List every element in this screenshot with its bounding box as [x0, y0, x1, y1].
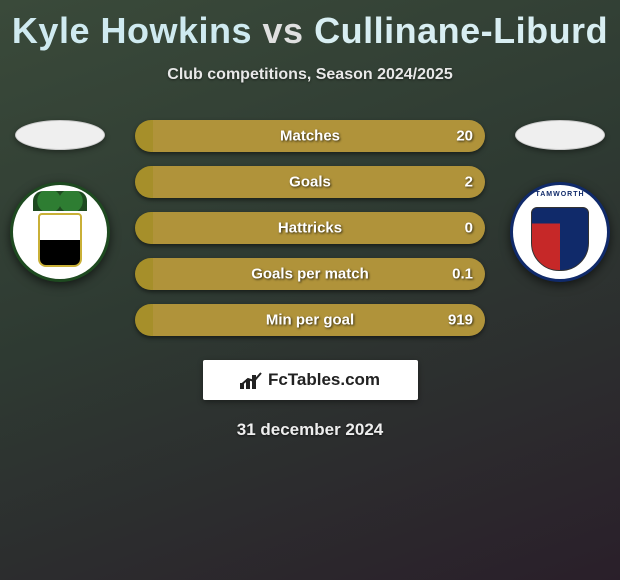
- stat-seg-left: [135, 258, 153, 290]
- stat-label: Matches: [280, 128, 340, 145]
- stat-value-right: 2: [465, 174, 473, 191]
- stat-seg-left: [135, 120, 153, 152]
- player1-club-crest-icon: [10, 182, 110, 282]
- player1-flag-icon: [15, 120, 105, 150]
- stat-seg-left: [135, 304, 153, 336]
- player1-name: Kyle Howkins: [12, 10, 252, 51]
- stat-value-right: 0.1: [452, 266, 473, 283]
- brand-box: FcTables.com: [203, 360, 418, 400]
- player2-name: Cullinane-Liburd: [314, 10, 608, 51]
- date-label: 31 december 2024: [0, 420, 620, 440]
- stat-label: Hattricks: [278, 220, 342, 237]
- stat-row: Matches 20: [135, 120, 485, 152]
- stat-label: Goals: [289, 174, 331, 191]
- stat-label: Min per goal: [266, 312, 354, 329]
- player2-badge-wrap: [510, 120, 610, 282]
- stat-row: Goals per match 0.1: [135, 258, 485, 290]
- stat-row: Hattricks 0: [135, 212, 485, 244]
- stat-value-right: 0: [465, 220, 473, 237]
- stats-container: Matches 20 Goals 2 Hattricks 0 Goals per match…: [135, 120, 485, 336]
- stat-value-right: 20: [456, 128, 473, 145]
- stat-seg-left: [135, 212, 153, 244]
- brand-chart-icon: [240, 371, 262, 389]
- player2-club-crest-icon: [510, 182, 610, 282]
- subtitle: Club competitions, Season 2024/2025: [0, 66, 620, 84]
- page-title: Kyle Howkins vs Cullinane-Liburd: [0, 0, 620, 52]
- player1-badge-wrap: [10, 120, 110, 282]
- stat-value-right: 919: [448, 312, 473, 329]
- brand-text: FcTables.com: [268, 370, 380, 390]
- stat-label: Goals per match: [251, 266, 369, 283]
- player2-flag-icon: [515, 120, 605, 150]
- stat-row: Min per goal 919: [135, 304, 485, 336]
- vs-label: vs: [263, 10, 304, 51]
- stat-seg-left: [135, 166, 153, 198]
- stat-row: Goals 2: [135, 166, 485, 198]
